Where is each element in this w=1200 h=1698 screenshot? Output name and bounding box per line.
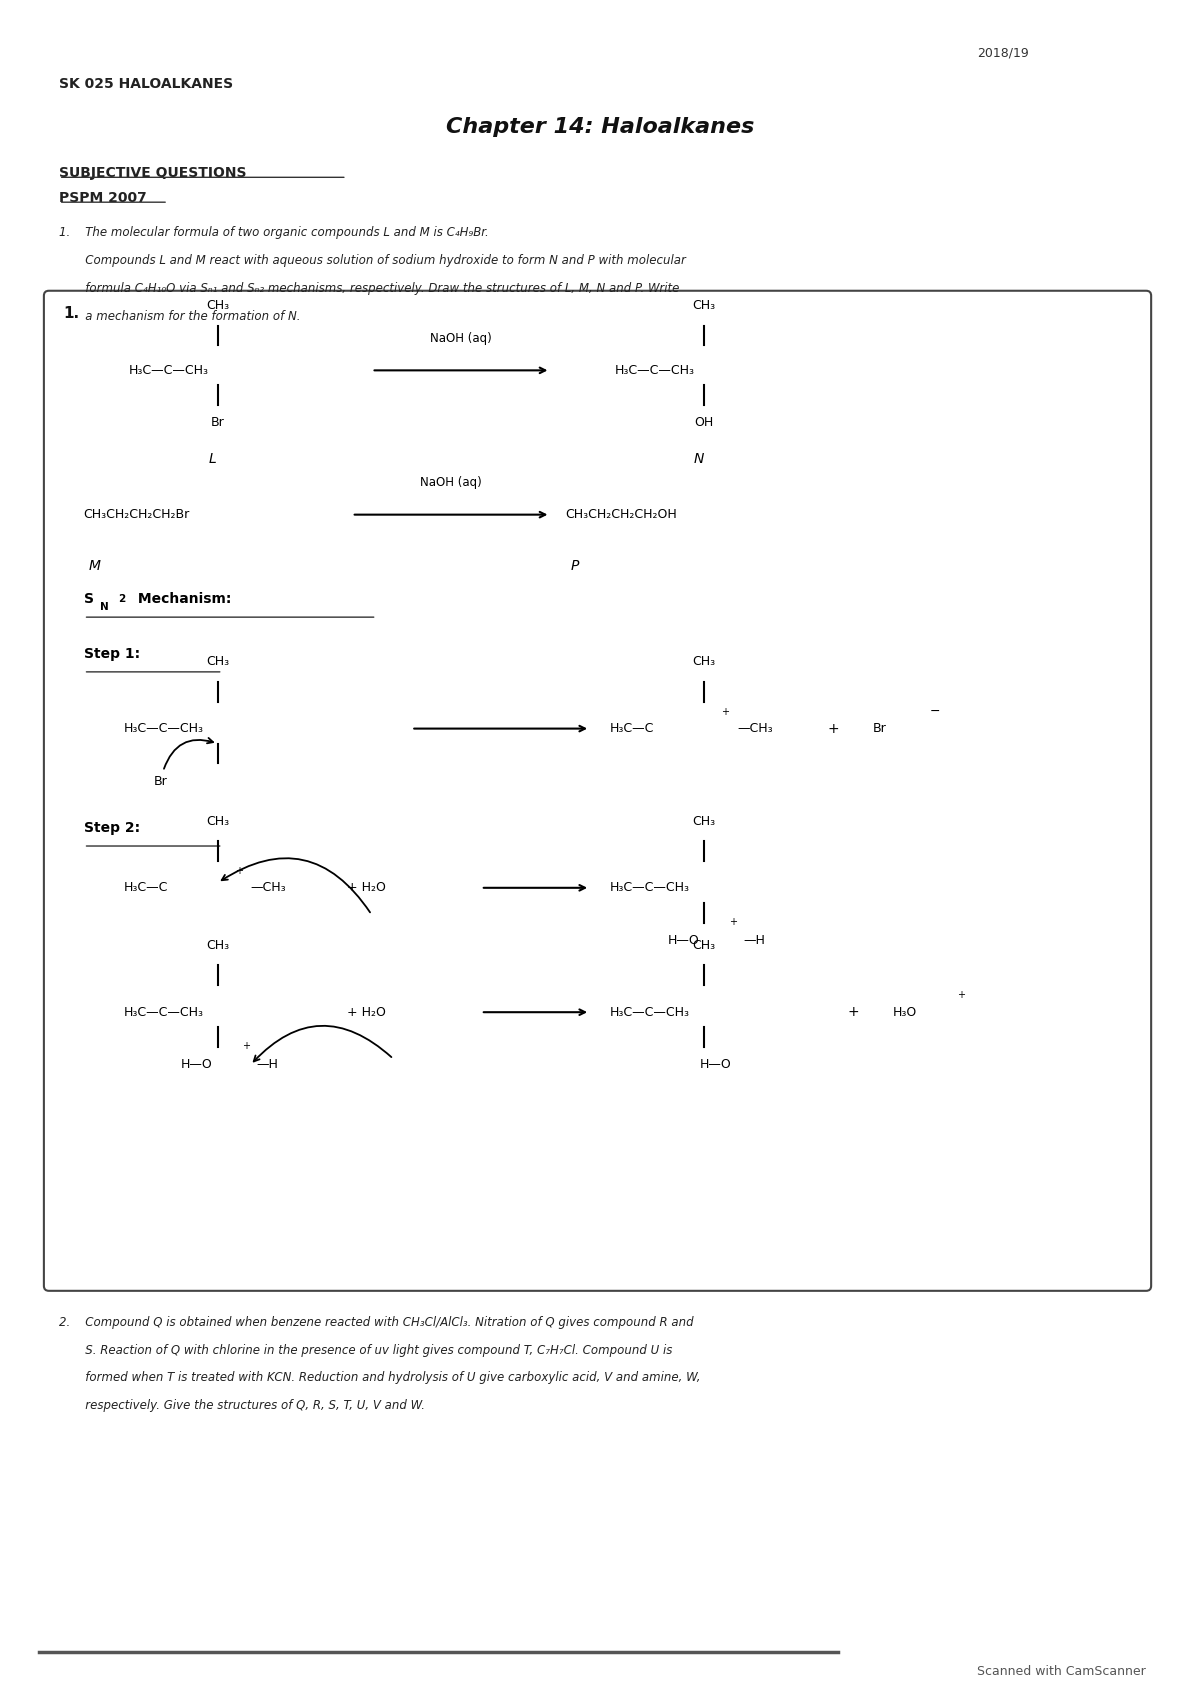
Text: +: + [847,1005,859,1019]
Text: +: + [234,866,242,876]
Text: 2: 2 [119,594,126,604]
Text: —H: —H [743,934,764,947]
Text: H₃C—C: H₃C—C [124,881,168,895]
Text: a mechanism for the formation of N.: a mechanism for the formation of N. [59,309,300,323]
Text: +: + [730,917,737,927]
Text: CH₃: CH₃ [206,815,229,827]
Text: Scanned with CamScanner: Scanned with CamScanner [978,1666,1146,1678]
Text: S: S [84,593,94,606]
Text: 2.    Compound Q is obtained when benzene reacted with CH₃Cl/AlCl₃. Nitration of: 2. Compound Q is obtained when benzene r… [59,1316,694,1330]
Text: CH₃: CH₃ [692,939,716,953]
Text: SK 025 HALOALKANES: SK 025 HALOALKANES [59,76,233,90]
Text: CH₃: CH₃ [692,655,716,669]
Text: H—O: H—O [667,934,700,947]
Text: Br: Br [874,722,887,735]
Text: H₃C—C: H₃C—C [610,722,654,735]
Text: —CH₃: —CH₃ [737,722,773,735]
Text: + H₂O: + H₂O [347,1005,385,1019]
Text: N: N [101,603,109,613]
Text: Mechanism:: Mechanism: [133,593,232,606]
Text: S. Reaction of Q with chlorine in the presence of uv light gives compound T, C₇H: S. Reaction of Q with chlorine in the pr… [59,1343,672,1357]
FancyBboxPatch shape [44,290,1151,1290]
Text: CH₃CH₂CH₂CH₂Br: CH₃CH₂CH₂CH₂Br [84,508,190,521]
Text: Chapter 14: Haloalkanes: Chapter 14: Haloalkanes [446,117,754,136]
Text: CH₃: CH₃ [206,299,229,312]
Text: PSPM 2007: PSPM 2007 [59,192,146,205]
Text: H₃C—C—CH₃: H₃C—C—CH₃ [614,363,695,377]
Text: +: + [721,706,730,717]
Text: H₃C—C—CH₃: H₃C—C—CH₃ [124,722,203,735]
Text: —H: —H [257,1058,278,1071]
Text: —CH₃: —CH₃ [251,881,286,895]
Text: CH₃: CH₃ [206,655,229,669]
Text: H₃C—C—CH₃: H₃C—C—CH₃ [610,881,690,895]
Text: respectively. Give the structures of Q, R, S, T, U, V and W.: respectively. Give the structures of Q, … [59,1399,425,1413]
Text: CH₃: CH₃ [692,815,716,827]
Text: OH: OH [695,416,714,428]
Text: M: M [89,559,101,574]
Text: H—O: H—O [181,1058,212,1071]
Text: +: + [242,1041,251,1051]
Text: +: + [958,990,966,1000]
Text: Step 2:: Step 2: [84,822,139,835]
Text: Compounds L and M react with aqueous solution of sodium hydroxide to form N and : Compounds L and M react with aqueous sol… [59,255,685,267]
Text: N: N [694,452,704,465]
Text: SUBJECTIVE QUESTIONS: SUBJECTIVE QUESTIONS [59,166,246,180]
Text: +: + [828,722,839,735]
Text: CH₃: CH₃ [206,939,229,953]
Text: Br: Br [154,774,168,788]
Text: CH₃CH₂CH₂CH₂OH: CH₃CH₂CH₂CH₂OH [565,508,677,521]
Text: H₃C—C—CH₃: H₃C—C—CH₃ [610,1005,690,1019]
Text: H₃C—C—CH₃: H₃C—C—CH₃ [124,1005,203,1019]
Text: formula C₄H₁₀O via Sₙ₁ and Sₙ₂ mechanisms, respectively. Draw the structures of : formula C₄H₁₀O via Sₙ₁ and Sₙ₂ mechanism… [59,282,679,295]
Text: 2018/19: 2018/19 [977,48,1030,59]
Text: H₃O: H₃O [893,1005,917,1019]
Text: −: − [930,705,940,718]
Text: CH₃: CH₃ [692,299,716,312]
Text: formed when T is treated with KCN. Reduction and hydrolysis of U give carboxylic: formed when T is treated with KCN. Reduc… [59,1372,701,1384]
Text: Br: Br [211,416,224,428]
Text: NaOH (aq): NaOH (aq) [420,477,482,489]
Text: + H₂O: + H₂O [347,881,385,895]
Text: Step 1:: Step 1: [84,647,139,661]
Text: 1.    The molecular formula of two organic compounds L and M is C₄H₉Br.: 1. The molecular formula of two organic … [59,226,488,239]
Text: 1.: 1. [64,306,80,321]
Text: NaOH (aq): NaOH (aq) [430,333,492,345]
Text: H—O: H—O [700,1058,731,1071]
Text: H₃C—C—CH₃: H₃C—C—CH₃ [128,363,209,377]
Text: L: L [209,452,216,465]
Text: P: P [570,559,578,574]
